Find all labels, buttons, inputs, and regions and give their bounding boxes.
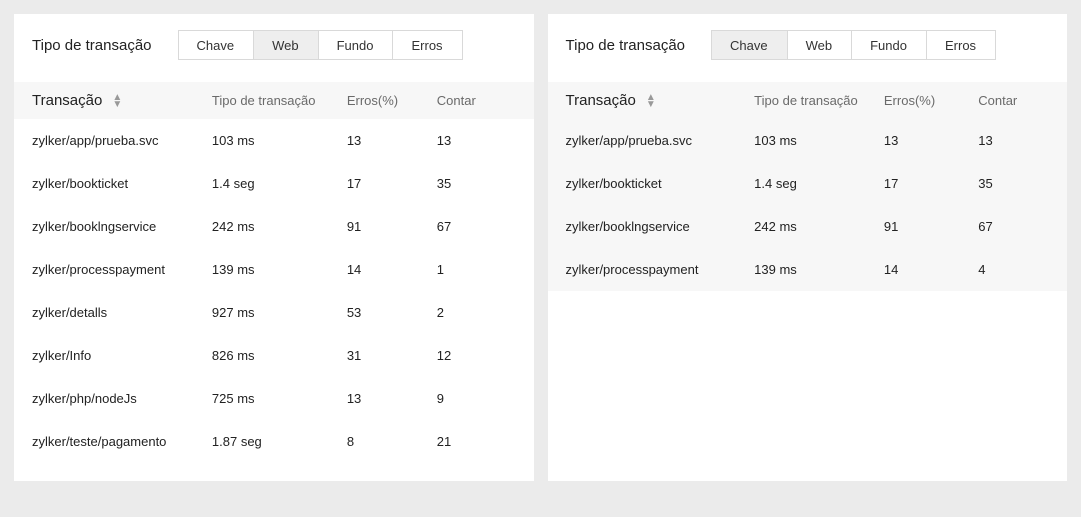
cell-errors: 91 — [884, 219, 978, 234]
col-errors-header[interactable]: Erros(%) — [884, 93, 978, 108]
tab-chave[interactable]: Chave — [179, 31, 254, 59]
cell-errors: 31 — [347, 348, 437, 363]
cell-type: 725 ms — [212, 391, 347, 406]
tab-chave[interactable]: Chave — [712, 31, 787, 59]
left-panel: Tipo de transação Chave Web Fundo Erros … — [14, 14, 534, 481]
cell-transaction: zylker/teste/pagamento — [32, 434, 212, 449]
right-table-body: zylker/app/prueba.svc103 ms1313zylker/bo… — [548, 119, 1068, 291]
cell-errors: 91 — [347, 219, 437, 234]
cell-transaction: zylker/booklngservice — [32, 219, 212, 234]
cell-errors: 13 — [884, 133, 978, 148]
cell-count: 67 — [978, 219, 1049, 234]
right-panel: Tipo de transação Chave Web Fundo Erros … — [548, 14, 1068, 481]
tab-web[interactable]: Web — [787, 31, 852, 59]
cell-type: 1.4 seg — [754, 176, 884, 191]
col-transaction-label: Transação — [32, 92, 102, 109]
cell-type: 139 ms — [212, 262, 347, 277]
cell-transaction: zylker/detalls — [32, 305, 212, 320]
right-table-header: Transação ▲▼ Tipo de transação Erros(%) … — [548, 82, 1068, 119]
cell-count: 1 — [437, 262, 516, 277]
tab-erros[interactable]: Erros — [926, 31, 995, 59]
table-row[interactable]: zylker/Info826 ms3112 — [14, 334, 534, 377]
cell-errors: 14 — [347, 262, 437, 277]
tab-web[interactable]: Web — [253, 31, 318, 59]
table-row[interactable]: zylker/php/nodeJs725 ms139 — [14, 377, 534, 420]
table-row[interactable]: zylker/app/prueba.svc103 ms1313 — [548, 119, 1068, 162]
left-header-title: Tipo de transação — [32, 37, 152, 54]
cell-transaction: zylker/booklngservice — [566, 219, 755, 234]
cell-transaction: zylker/php/nodeJs — [32, 391, 212, 406]
col-type-header[interactable]: Tipo de transação — [212, 93, 347, 108]
cell-transaction: zylker/app/prueba.svc — [32, 133, 212, 148]
cell-type: 826 ms — [212, 348, 347, 363]
left-table: Transação ▲▼ Tipo de transação Erros(%) … — [14, 82, 534, 463]
left-table-body: zylker/app/prueba.svc103 ms1313zylker/bo… — [14, 119, 534, 463]
tab-fundo[interactable]: Fundo — [851, 31, 926, 59]
cell-errors: 14 — [884, 262, 978, 277]
cell-count: 35 — [437, 176, 516, 191]
cell-errors: 17 — [347, 176, 437, 191]
cell-errors: 53 — [347, 305, 437, 320]
table-row[interactable]: zylker/detalls927 ms532 — [14, 291, 534, 334]
cell-count: 13 — [978, 133, 1049, 148]
tab-fundo[interactable]: Fundo — [318, 31, 393, 59]
left-tab-bar: Chave Web Fundo Erros — [178, 30, 463, 60]
cell-count: 35 — [978, 176, 1049, 191]
cell-type: 927 ms — [212, 305, 347, 320]
cell-type: 242 ms — [212, 219, 347, 234]
table-row[interactable]: zylker/app/prueba.svc103 ms1313 — [14, 119, 534, 162]
right-table: Transação ▲▼ Tipo de transação Erros(%) … — [548, 82, 1068, 291]
right-header: Tipo de transação Chave Web Fundo Erros — [548, 14, 1068, 82]
sort-icon[interactable]: ▲▼ — [112, 94, 122, 108]
right-header-title: Tipo de transação — [566, 37, 686, 54]
cell-transaction: zylker/processpayment — [566, 262, 755, 277]
cell-errors: 13 — [347, 391, 437, 406]
table-row[interactable]: zylker/bookticket1.4 seg1735 — [14, 162, 534, 205]
cell-count: 9 — [437, 391, 516, 406]
table-row[interactable]: zylker/teste/pagamento1.87 seg821 — [14, 420, 534, 463]
left-header: Tipo de transação Chave Web Fundo Erros — [14, 14, 534, 82]
sort-icon[interactable]: ▲▼ — [646, 94, 656, 108]
cell-errors: 8 — [347, 434, 437, 449]
tab-erros[interactable]: Erros — [392, 31, 461, 59]
col-count-header[interactable]: Contar — [437, 93, 516, 108]
cell-transaction: zylker/processpayment — [32, 262, 212, 277]
cell-transaction: zylker/bookticket — [32, 176, 212, 191]
cell-count: 4 — [978, 262, 1049, 277]
cell-type: 139 ms — [754, 262, 884, 277]
cell-errors: 13 — [347, 133, 437, 148]
left-table-header: Transação ▲▼ Tipo de transação Erros(%) … — [14, 82, 534, 119]
col-type-header[interactable]: Tipo de transação — [754, 93, 884, 108]
cell-count: 67 — [437, 219, 516, 234]
col-transaction-header[interactable]: Transação ▲▼ — [32, 92, 212, 109]
cell-type: 1.4 seg — [212, 176, 347, 191]
cell-transaction: zylker/bookticket — [566, 176, 755, 191]
col-transaction-label: Transação — [566, 92, 636, 109]
cell-type: 242 ms — [754, 219, 884, 234]
table-row[interactable]: zylker/processpayment139 ms141 — [14, 248, 534, 291]
table-row[interactable]: zylker/processpayment139 ms144 — [548, 248, 1068, 291]
cell-count: 2 — [437, 305, 516, 320]
table-row[interactable]: zylker/booklngservice242 ms9167 — [548, 205, 1068, 248]
cell-type: 103 ms — [212, 133, 347, 148]
col-transaction-header[interactable]: Transação ▲▼ — [566, 92, 755, 109]
cell-count: 21 — [437, 434, 516, 449]
cell-type: 1.87 seg — [212, 434, 347, 449]
right-empty-area — [548, 291, 1068, 481]
cell-transaction: zylker/Info — [32, 348, 212, 363]
col-count-header[interactable]: Contar — [978, 93, 1049, 108]
cell-errors: 17 — [884, 176, 978, 191]
table-row[interactable]: zylker/booklngservice242 ms9167 — [14, 205, 534, 248]
right-tab-bar: Chave Web Fundo Erros — [711, 30, 996, 60]
cell-count: 13 — [437, 133, 516, 148]
cell-transaction: zylker/app/prueba.svc — [566, 133, 755, 148]
cell-type: 103 ms — [754, 133, 884, 148]
table-row[interactable]: zylker/bookticket1.4 seg1735 — [548, 162, 1068, 205]
cell-count: 12 — [437, 348, 516, 363]
col-errors-header[interactable]: Erros(%) — [347, 93, 437, 108]
